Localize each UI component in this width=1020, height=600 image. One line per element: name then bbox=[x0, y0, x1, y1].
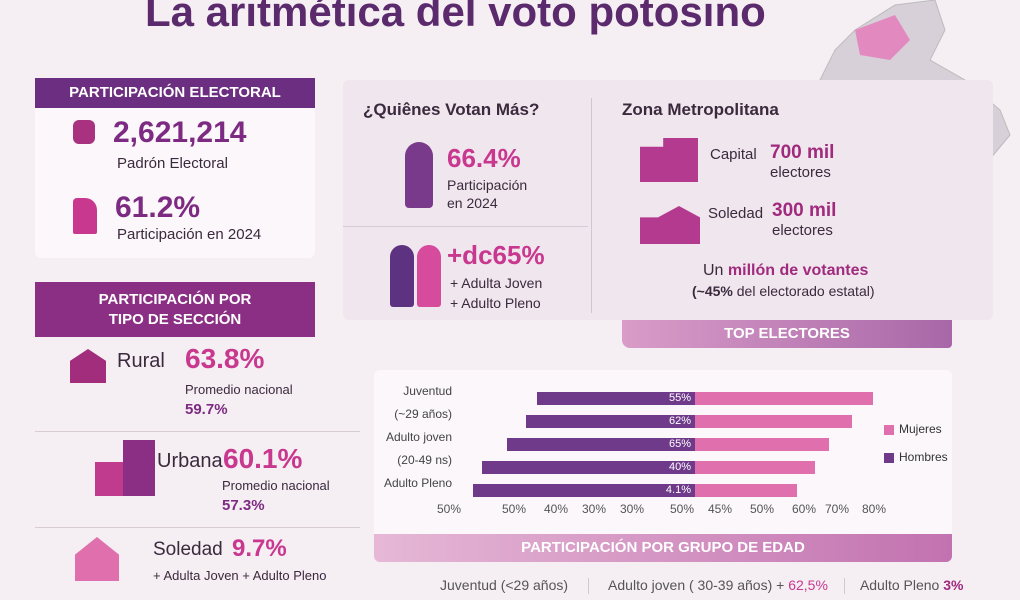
total-sub: (~45% del electorado estatal) bbox=[692, 283, 875, 299]
footer-adulto-joven-value: 62,5% bbox=[788, 577, 828, 593]
urbana-nat-value: 57.3% bbox=[222, 497, 265, 514]
participacion-label: Participación en 2024 bbox=[117, 226, 262, 243]
bar-mujeres bbox=[695, 461, 816, 474]
quienes-value1: 66.4% bbox=[447, 143, 521, 173]
x-tick: 45% bbox=[708, 502, 733, 516]
man-icon bbox=[390, 245, 414, 307]
bar-label: 40% bbox=[668, 461, 691, 473]
x-tick: 60% bbox=[792, 502, 817, 516]
legend-swatch bbox=[884, 425, 894, 435]
ballot-icon bbox=[73, 198, 97, 234]
total-d: del electorado estatal) bbox=[736, 283, 875, 299]
x-tick: 80% bbox=[862, 502, 887, 516]
legend-swatch bbox=[884, 453, 894, 463]
bar-label: 65% bbox=[668, 438, 691, 450]
middle-panel bbox=[343, 80, 993, 320]
x-tick: 50% bbox=[502, 502, 527, 516]
padron-label: Padrón Electoral bbox=[117, 155, 228, 172]
quienes-label2a: + Adulta Joven bbox=[450, 275, 543, 291]
seccion-panel: Rural 63.8% Promedio nacional 59.7% Urba… bbox=[35, 337, 365, 600]
rural-nat-label: Promedio nacional bbox=[185, 382, 293, 397]
bar-hombres bbox=[536, 392, 695, 405]
bar-label: 62% bbox=[668, 415, 691, 427]
x-tick: 70% bbox=[825, 502, 850, 516]
quienes-label1a: Participación bbox=[447, 177, 528, 193]
x-tick: 50% bbox=[437, 502, 462, 516]
urbana-nat-label: Promedio nacional bbox=[222, 478, 330, 493]
bar-mujeres bbox=[695, 415, 852, 428]
bar-mujeres bbox=[695, 484, 798, 497]
legend-label: Hombres bbox=[899, 450, 948, 464]
row-label: (20-49 ns) bbox=[397, 453, 452, 467]
soledad-zona-label: Soledad bbox=[708, 205, 764, 222]
soledad-zona-value: 300 mil bbox=[772, 200, 837, 221]
rural-value: 63.8% bbox=[185, 343, 265, 374]
top-electores-header: TOP ELECTORES bbox=[622, 320, 952, 348]
footer-adulto-pleno: Adulto Pleno bbox=[859, 577, 940, 593]
participacion-header: PARTICIPACIÓN ELECTORAL bbox=[35, 78, 315, 108]
footer: Juventud (<29 años) Adulto joven ( 30-39… bbox=[440, 577, 964, 595]
age-chart: Juventud (~29 años) Adulto joven (20-49 ns)… bbox=[374, 370, 952, 562]
bar-mujeres bbox=[695, 392, 873, 405]
row-label: Adulto joven bbox=[385, 430, 452, 444]
capital-value: 700 mil bbox=[770, 142, 835, 163]
capital-unit: electores bbox=[770, 164, 831, 181]
x-tick: 30% bbox=[582, 502, 607, 516]
seccion-header-line1: PARTICIPACIÓN POR bbox=[98, 291, 252, 308]
barn-icon bbox=[70, 349, 106, 383]
quienes-label2b: + Adulto Pleno bbox=[450, 295, 541, 311]
footer-adulto-pleno-value: 3% bbox=[943, 577, 964, 593]
woman-pink-icon bbox=[417, 245, 441, 307]
bar-hombres bbox=[526, 415, 695, 428]
house-icon bbox=[75, 537, 119, 581]
footer-juventud: Juventud (<29 años) bbox=[440, 577, 569, 593]
seccion-header-line2: TIPO DE SECCIÓN bbox=[108, 311, 242, 328]
zona-title: Zona Metropolitana bbox=[622, 100, 779, 119]
total-a: Un bbox=[703, 262, 724, 279]
row-label: (~29 años) bbox=[394, 407, 452, 421]
seccion-header: PARTICIPACIÓN POR TIPO DE SECCIÓN bbox=[35, 282, 315, 337]
capital-label: Capital bbox=[710, 146, 757, 163]
legend-label: Mujeres bbox=[899, 422, 942, 436]
woman-icon bbox=[405, 142, 433, 208]
x-tick: 50% bbox=[670, 502, 695, 516]
city-icon bbox=[83, 440, 155, 496]
participacion-value: 61.2% bbox=[115, 191, 201, 224]
bar-hombres bbox=[506, 438, 695, 451]
quienes-title: ¿Quiênes Votan Más? bbox=[363, 100, 540, 119]
soledad-sub: + Adulta Joven + Adulto Pleno bbox=[153, 568, 327, 583]
quienes-value2: +dc65% bbox=[447, 240, 545, 270]
quienes-label1b: en 2024 bbox=[447, 195, 498, 211]
chart-title: PARTICIPACIÓN POR GRUPO DE EDAD bbox=[374, 534, 952, 562]
row-label: Adulto Pleno bbox=[383, 476, 452, 490]
row-label: Juventud bbox=[403, 384, 452, 398]
x-tick: 50% bbox=[750, 502, 775, 516]
footer-adulto-joven: Adulto joven ( 30-39 años) + bbox=[608, 577, 785, 593]
total-line: Un millón de votantes bbox=[703, 262, 868, 280]
bar-label: 4.1% bbox=[665, 484, 691, 496]
bar-label: 55% bbox=[668, 392, 691, 404]
total-b: millón de votantes bbox=[727, 262, 869, 279]
bar-mujeres bbox=[695, 438, 830, 451]
participacion-panel: PARTICIPACIÓN ELECTORAL 2,621,214 Padrón… bbox=[35, 78, 315, 258]
urbana-label: Urbana bbox=[157, 450, 223, 472]
x-tick: 40% bbox=[544, 502, 569, 516]
soledad-label: Soledad bbox=[153, 539, 223, 560]
bar-hombres bbox=[481, 461, 695, 474]
database-icon bbox=[73, 120, 95, 144]
bar-hombres bbox=[472, 484, 695, 497]
soledad-value: 9.7% bbox=[232, 535, 287, 562]
rural-label: Rural bbox=[117, 350, 165, 372]
total-c: (~45% bbox=[692, 283, 733, 299]
page-title: La aritmética del voto potosino bbox=[145, 0, 766, 35]
padron-value: 2,621,214 bbox=[113, 116, 247, 149]
urbana-value: 60.1% bbox=[223, 443, 303, 474]
rural-nat-value: 59.7% bbox=[185, 401, 228, 418]
x-tick: 30% bbox=[620, 502, 645, 516]
soledad-zona-unit: electores bbox=[772, 222, 833, 239]
